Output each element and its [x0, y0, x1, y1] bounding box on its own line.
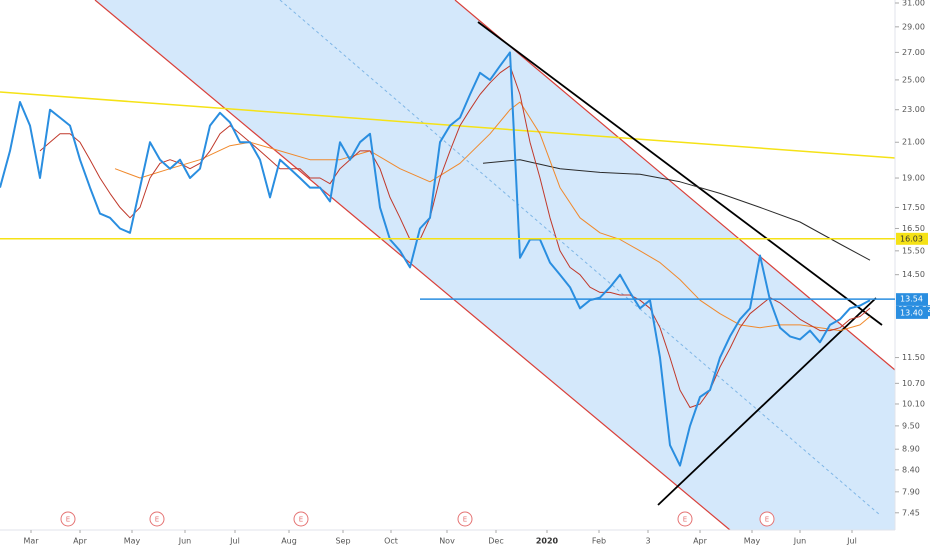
y-tick-label: 19.00: [902, 174, 925, 183]
x-tick-label: 3: [645, 537, 650, 546]
x-tick-label: Apr: [693, 537, 708, 546]
x-tick-label: Aug: [281, 537, 297, 546]
y-tick-label: 23.00: [902, 105, 925, 114]
earnings-label: E: [463, 516, 467, 524]
y-tick-label: 15.50: [902, 246, 925, 255]
y-tick-label: 9.50: [902, 421, 920, 430]
x-tick-label: Dec: [488, 537, 503, 546]
x-tick-label: Jul: [846, 537, 857, 546]
earnings-marker: [60, 511, 76, 527]
earnings-marker: [293, 511, 309, 527]
channel-lower: [94, 0, 731, 531]
y-tick-label: 25.00: [902, 75, 925, 84]
earnings-label: E: [765, 516, 769, 524]
y-tick-label: 8.40: [902, 465, 920, 474]
x-tick-label: Apr: [73, 537, 88, 546]
y-tick-label: 16.50: [902, 224, 925, 233]
price-badge: [896, 293, 928, 306]
price-badge-label: 16.03: [900, 234, 923, 243]
earnings-marker: [457, 511, 473, 527]
price-badge: [896, 306, 928, 319]
y-tick-label: 8.90: [902, 445, 920, 454]
yellow-trendline: [0, 91, 896, 159]
earnings-label: E: [299, 516, 303, 524]
earnings-label: E: [155, 516, 159, 524]
x-tick-label: Oct: [384, 537, 398, 546]
black-trendline: [477, 21, 883, 326]
y-tick-label: 11.50: [902, 353, 925, 362]
y-tick-label: 14.50: [902, 270, 925, 279]
y-tick-label: 31.00: [902, 0, 925, 7]
x-tick-label: Jul: [229, 537, 240, 546]
earnings-label: E: [683, 516, 687, 524]
y-tick-label: 10.10: [902, 399, 925, 408]
price-line: [39, 65, 871, 408]
x-tick-label: Jun: [178, 537, 192, 546]
price-line: [114, 101, 871, 332]
x-tick-label: Mar: [23, 537, 39, 546]
x-tick-label: May: [124, 537, 141, 546]
x-tick-label: 2020: [536, 537, 559, 546]
y-tick-label: 21.00: [902, 138, 925, 147]
y-tick-label: 17.50: [902, 203, 925, 212]
earnings-label: E: [66, 516, 70, 524]
x-tick-label: Nov: [439, 537, 455, 546]
price-line: [0, 51, 871, 467]
x-tick-label: Sep: [335, 537, 350, 546]
price-badge-label: 13.40: [900, 308, 923, 317]
price-line: [482, 159, 871, 261]
channel-fill: [95, 0, 895, 530]
price-badge-label: 13.54: [900, 295, 923, 304]
earnings-marker: [677, 511, 693, 527]
x-tick-label: May: [744, 537, 761, 546]
y-tick-label: 27.00: [902, 48, 925, 57]
y-tick-label: 7.90: [902, 487, 920, 496]
channel-upper: [454, 0, 896, 371]
x-tick-label: Feb: [592, 537, 606, 546]
y-tick-label: 7.45: [902, 508, 920, 517]
black-trendline: [657, 297, 877, 506]
y-tick-label: 10.70: [902, 379, 925, 388]
earnings-marker: [759, 511, 775, 527]
price-badge: [896, 232, 928, 245]
y-tick-label: 29.00: [902, 22, 925, 31]
x-tick-label: Jun: [793, 537, 807, 546]
earnings-marker: [149, 511, 165, 527]
